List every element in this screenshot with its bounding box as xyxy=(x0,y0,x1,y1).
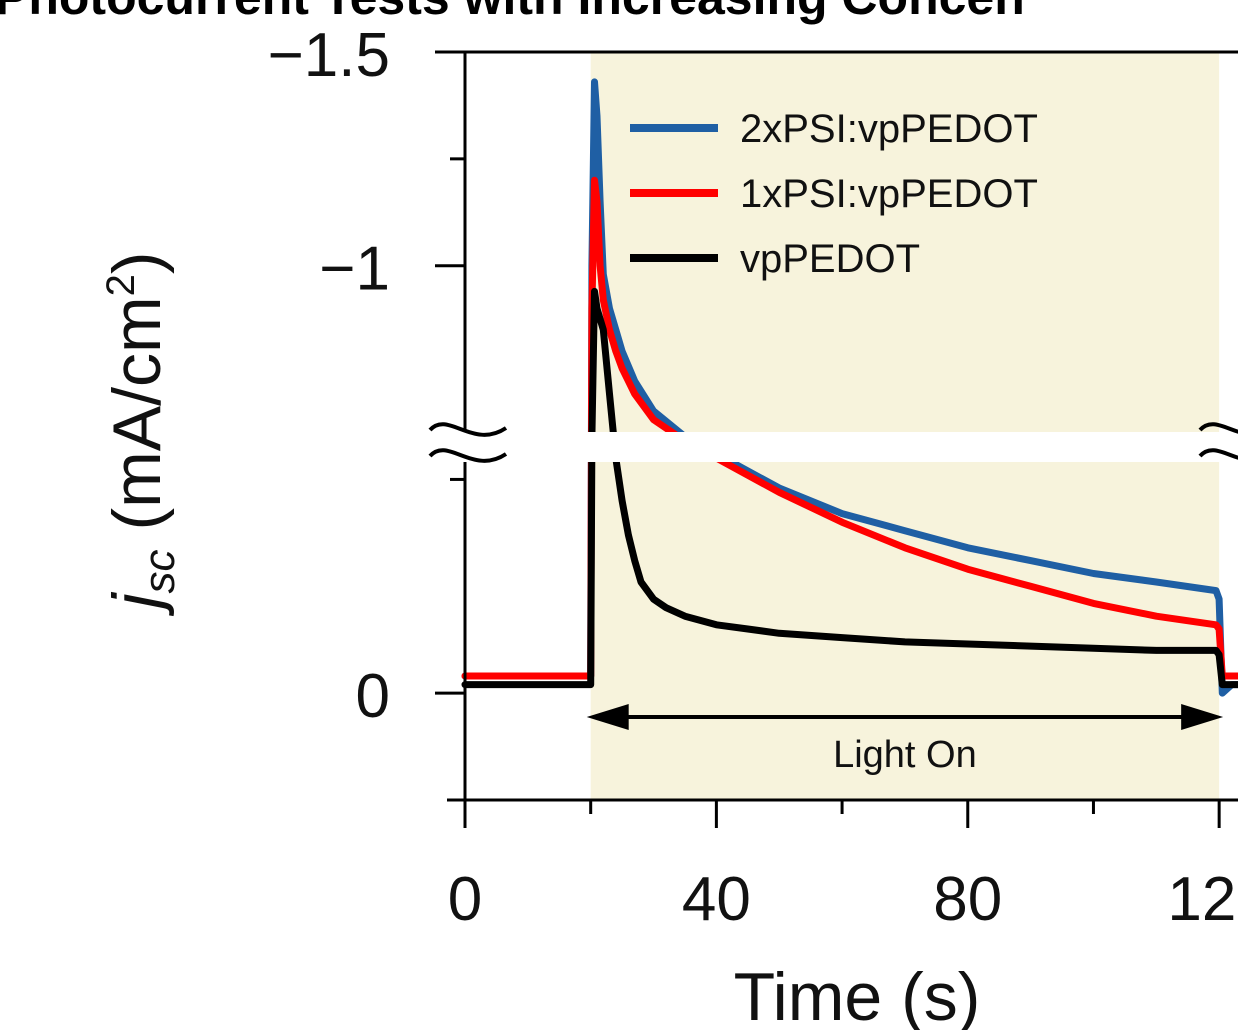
break-mark-1 xyxy=(428,448,508,463)
legend-label-2: vpPEDOT xyxy=(740,237,920,281)
arrow-head-left xyxy=(586,704,629,730)
axis-break-marks xyxy=(428,422,1238,463)
y-axis-title-subscript: sc xyxy=(135,549,184,593)
y-axis-title-unit: (mA/cm xyxy=(99,296,175,549)
y-axis-title: jsc (mA/cm2) xyxy=(99,251,184,616)
y-axis-title-superscript: 2 xyxy=(99,274,143,296)
y-tick-label: −1 xyxy=(319,235,390,304)
y-axis-title-close: ) xyxy=(99,251,175,274)
legend: 2xPSI:vpPEDOT 1xPSI:vpPEDOT vpPEDOT xyxy=(630,107,1038,281)
light-on-region xyxy=(590,52,1220,800)
y-tick-label: −1.5 xyxy=(268,21,390,90)
series-line-2 xyxy=(461,287,1238,689)
light-on-label: Light On xyxy=(833,734,977,776)
tick-layer: 0 40 80 120 0 −1 −1.5 xyxy=(268,21,1238,934)
break-mark-3 xyxy=(1198,448,1238,460)
legend-label-1: 1xPSI:vpPEDOT xyxy=(740,172,1038,216)
x-tick-label: 120 xyxy=(1167,865,1238,934)
y-tick-label: 0 xyxy=(356,662,390,731)
light-on-annotation: Light On xyxy=(586,704,1224,776)
y-axis-title-symbol: j xyxy=(99,592,175,617)
axis-break-gap xyxy=(425,432,1238,462)
arrow-head-right xyxy=(1181,704,1224,730)
x-tick-label: 80 xyxy=(933,865,1002,934)
break-mark-0 xyxy=(428,422,508,437)
x-tick-label: 0 xyxy=(448,865,482,934)
legend-label-0: 2xPSI:vpPEDOT xyxy=(740,107,1038,151)
x-axis-title: Time (s) xyxy=(734,959,981,1030)
chart-title: Photocurrent Tests with Increasing Conce… xyxy=(0,0,1025,25)
x-tick-label: 40 xyxy=(682,865,751,934)
break-mark-2 xyxy=(1198,422,1238,434)
